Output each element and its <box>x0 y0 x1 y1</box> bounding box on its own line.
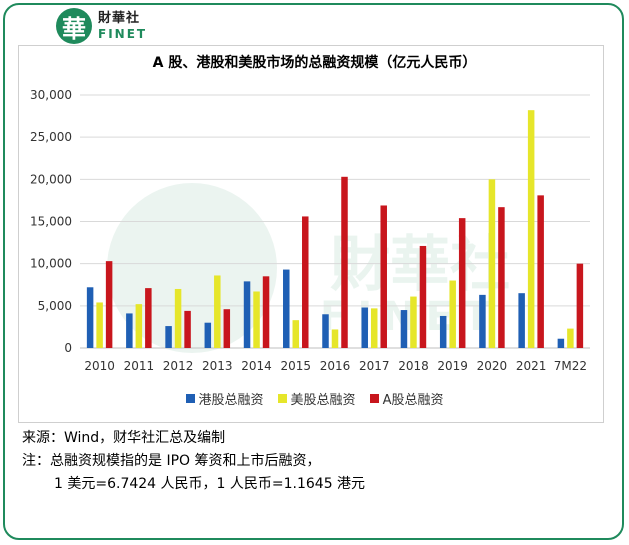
bar <box>370 308 378 348</box>
chart-area <box>18 45 604 423</box>
legend-label: A股总融资 <box>382 393 444 408</box>
x-tick-label: 2019 <box>437 359 468 373</box>
x-tick-label: 2020 <box>477 359 508 373</box>
logo-name-cn: 財華社 <box>98 11 141 26</box>
bar <box>557 338 565 348</box>
source-note: 来源：Wind，财华社汇总及编制 <box>22 430 226 446</box>
x-tick-label: 2018 <box>398 359 429 373</box>
chart-legend: 港股总融资 美股总融资 A股总融资 <box>0 389 629 408</box>
logo-mark-icon: 華 <box>56 8 92 44</box>
bar <box>498 207 505 348</box>
y-tick-label: 15,000 <box>30 215 72 229</box>
bar <box>341 176 348 348</box>
bar <box>214 275 221 348</box>
y-tick-label: 10,000 <box>30 257 72 271</box>
bar <box>135 304 143 348</box>
bar <box>488 179 496 348</box>
bar <box>322 314 329 348</box>
bar <box>331 329 339 348</box>
bar <box>262 276 270 348</box>
legend-label: 美股总融资 <box>290 393 356 408</box>
chart-title: A 股、港股和美股市场的总融资规模（亿元人民币） <box>152 55 477 71</box>
y-tick-label: 0 <box>64 341 72 355</box>
bar <box>380 205 387 348</box>
bar <box>518 293 525 348</box>
bar <box>253 291 260 348</box>
bar <box>479 294 486 348</box>
logo-name-en: FINET <box>98 27 148 41</box>
bar <box>174 288 182 348</box>
legend-swatch <box>185 394 195 403</box>
bar <box>86 287 94 348</box>
x-tick-label: 2012 <box>163 359 194 373</box>
finet-logo: 華 財華社 FINET <box>52 6 154 46</box>
bar <box>184 310 191 348</box>
outer-frame <box>3 3 624 540</box>
x-tick-label: 2016 <box>320 359 351 373</box>
bar <box>145 288 152 348</box>
x-tick-label: 7M22 <box>554 359 587 373</box>
legend-item: 港股总融资 <box>185 389 264 408</box>
x-tick-label: 2010 <box>84 359 115 373</box>
bar <box>439 315 447 348</box>
bar <box>458 218 466 348</box>
x-tick-label: 2021 <box>516 359 547 373</box>
bar <box>243 281 251 348</box>
logo-text: 財華社 FINET <box>98 12 147 40</box>
legend-item: A股总融资 <box>369 389 444 408</box>
legend-swatch <box>369 394 379 403</box>
x-tick-label: 2014 <box>241 359 272 373</box>
bar <box>537 195 544 348</box>
bar <box>292 320 300 348</box>
bar <box>576 263 584 348</box>
y-tick-label: 25,000 <box>30 130 72 144</box>
bar <box>410 296 417 348</box>
bar <box>527 110 535 349</box>
y-tick-label: 30,000 <box>30 88 72 102</box>
bar <box>283 269 290 348</box>
bar <box>449 280 456 348</box>
definition-note: 注：总融资规模指的是 IPO 筹资和上市后融资， <box>22 453 321 469</box>
bar <box>419 245 427 348</box>
bar <box>400 310 408 348</box>
bar <box>361 307 368 348</box>
x-tick-label: 2017 <box>359 359 390 373</box>
legend-label: 港股总融资 <box>198 393 264 408</box>
bar <box>204 322 212 348</box>
legend-swatch <box>277 394 287 403</box>
exchange-rate-note: 1 美元=6.7424 人民币，1 人民币=1.1645 港元 <box>54 476 366 492</box>
x-tick-label: 2011 <box>124 359 155 373</box>
y-tick-label: 5,000 <box>38 299 72 313</box>
bar <box>567 328 574 348</box>
x-tick-label: 2015 <box>280 359 311 373</box>
x-tick-label: 2013 <box>202 359 233 373</box>
bar <box>165 326 172 348</box>
bar <box>105 261 113 348</box>
bar <box>302 216 309 348</box>
legend-item: 美股总融资 <box>277 389 356 408</box>
bar <box>223 309 231 348</box>
bar <box>96 302 103 348</box>
y-tick-label: 20,000 <box>30 172 72 186</box>
notes-block: 来源：Wind，财华社汇总及编制 注：总融资规模指的是 IPO 筹资和上市后融资… <box>22 427 365 496</box>
bar <box>126 313 133 348</box>
